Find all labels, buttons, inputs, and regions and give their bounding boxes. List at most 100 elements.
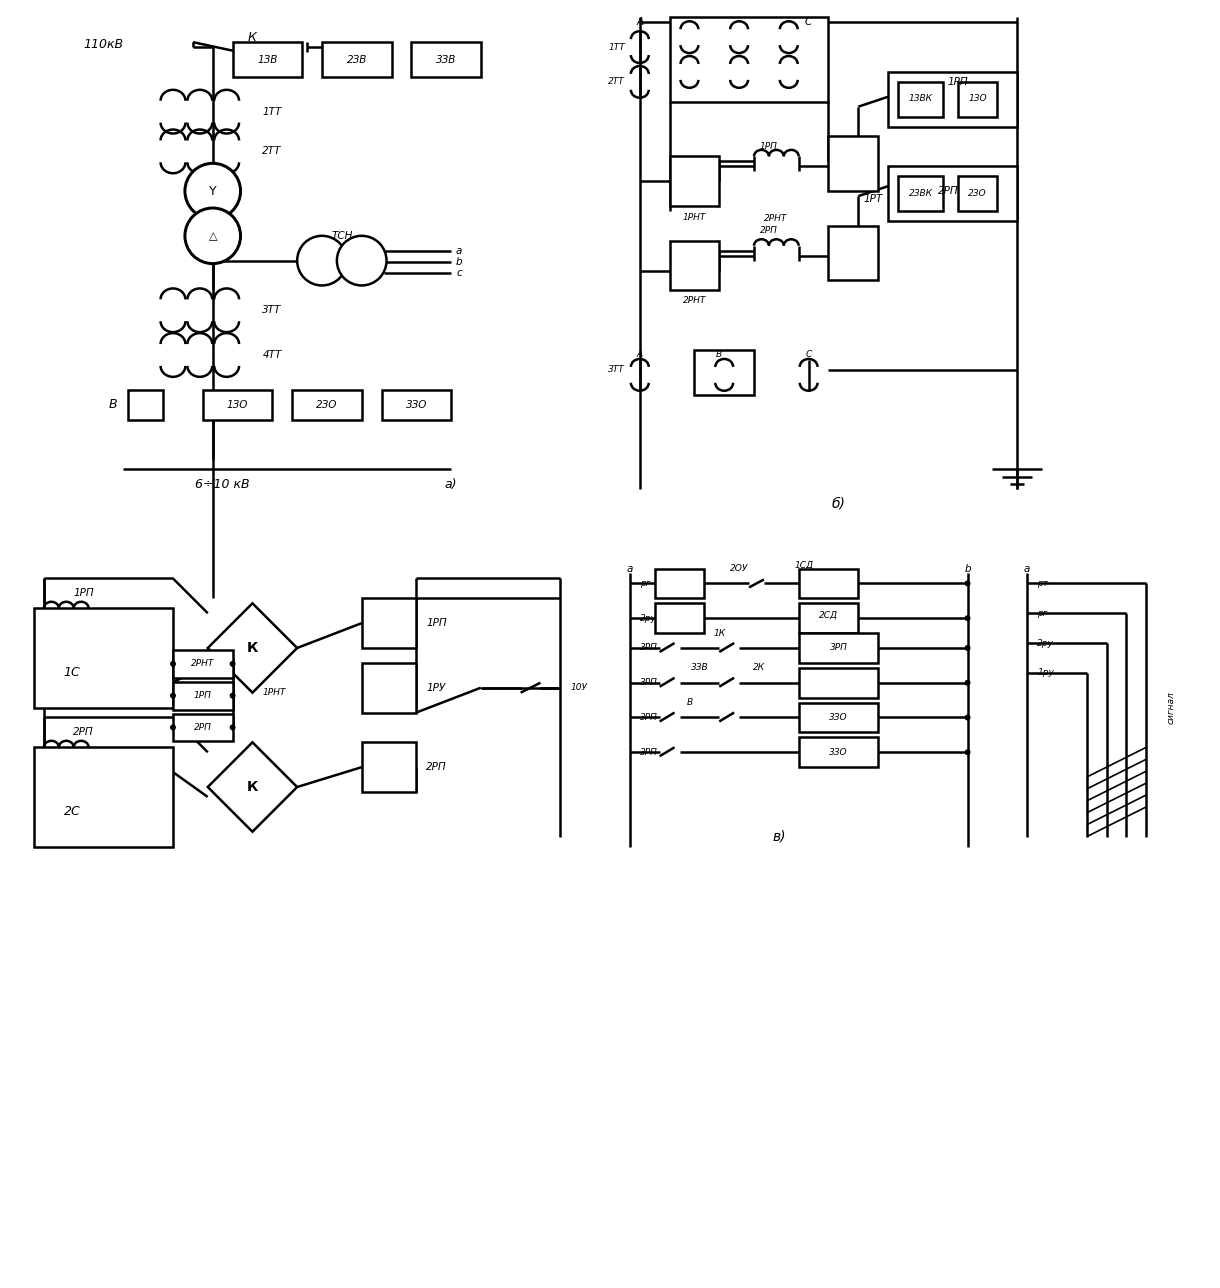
Bar [670, 241, 720, 290]
Text: A: A [637, 350, 643, 359]
Bar [888, 166, 1017, 222]
Text: 2ТТ: 2ТТ [262, 147, 282, 156]
Text: 2ру: 2ру [639, 613, 656, 622]
Text: 3РП: 3РП [830, 644, 848, 653]
Text: а): а) [445, 478, 458, 491]
Text: 2ТТ: 2ТТ [608, 77, 625, 86]
Text: 1ТТ: 1ТТ [262, 107, 282, 117]
Text: 3РП: 3РП [639, 644, 658, 653]
Text: 2ОУ: 2ОУ [730, 564, 748, 573]
Bar [361, 663, 416, 712]
Bar [670, 17, 828, 102]
Text: Y: Y [209, 184, 216, 197]
Text: 3РП: 3РП [639, 714, 658, 723]
Bar [799, 737, 878, 768]
Bar [958, 176, 997, 211]
Bar [361, 599, 416, 648]
Bar [828, 225, 878, 281]
Bar [799, 702, 878, 733]
Bar [292, 390, 361, 420]
Text: 1К: 1К [714, 629, 726, 638]
Text: 10У: 10У [570, 683, 587, 692]
Bar [799, 668, 878, 698]
Circle shape [965, 715, 971, 720]
Text: 1РП: 1РП [948, 77, 969, 86]
Circle shape [185, 164, 240, 219]
Text: 2С: 2С [63, 805, 81, 818]
Text: 2К: 2К [753, 663, 765, 672]
Text: 2РНТ: 2РНТ [764, 214, 787, 223]
Text: в): в) [772, 829, 786, 844]
Circle shape [965, 680, 971, 685]
Circle shape [170, 724, 176, 730]
Bar [34, 608, 173, 707]
Bar [655, 603, 704, 634]
Text: C: C [805, 350, 811, 359]
Text: 2РП: 2РП [194, 723, 212, 732]
Bar [670, 156, 720, 206]
Bar [694, 350, 754, 394]
Text: 1РП: 1РП [426, 618, 447, 629]
Bar [203, 390, 272, 420]
Circle shape [298, 236, 346, 286]
Text: 2ЗВ: 2ЗВ [346, 54, 367, 64]
Text: 2РНТ: 2РНТ [192, 659, 215, 668]
Text: 4ТТ: 4ТТ [262, 350, 282, 359]
Text: 3РП: 3РП [639, 748, 658, 757]
Text: 1С: 1С [63, 666, 81, 679]
Bar [958, 82, 997, 117]
Bar [655, 568, 704, 599]
Text: a: a [627, 564, 633, 573]
Circle shape [965, 616, 971, 621]
Text: 3ЗО: 3ЗО [405, 399, 427, 410]
Text: 1РП: 1РП [73, 589, 94, 599]
Bar [898, 82, 943, 117]
Text: 1РТ: 1РТ [864, 194, 882, 204]
Text: 1ЗО: 1ЗО [227, 399, 248, 410]
Text: 3РП: 3РП [639, 679, 658, 688]
Text: 1РП: 1РП [760, 142, 778, 151]
Text: рг: рг [1037, 609, 1048, 618]
Circle shape [229, 693, 235, 698]
Bar [898, 176, 943, 211]
Text: 6÷10 кВ: 6÷10 кВ [195, 478, 250, 491]
Text: 2РП: 2РП [73, 728, 94, 738]
Bar [382, 390, 451, 420]
Text: 2ЗО: 2ЗО [969, 188, 987, 197]
Text: c: c [456, 268, 462, 277]
Text: a: a [456, 246, 462, 256]
Text: b: b [964, 564, 971, 573]
Bar [173, 681, 233, 710]
Text: б): б) [832, 497, 845, 511]
Text: К: К [246, 781, 259, 793]
Text: 110кВ: 110кВ [84, 37, 123, 50]
Text: К: К [248, 31, 257, 44]
Text: 2РНТ: 2РНТ [683, 296, 706, 305]
Text: 3ЗО: 3ЗО [830, 748, 848, 757]
Text: 1ЗВК: 1ЗВК [909, 94, 933, 103]
Text: 1ТТ: 1ТТ [608, 43, 625, 52]
Text: 2СД: 2СД [819, 611, 838, 620]
Bar [128, 390, 163, 420]
Bar [411, 43, 481, 77]
Text: 2ЗО: 2ЗО [316, 399, 338, 410]
Text: a: a [1024, 564, 1031, 573]
Bar [828, 137, 878, 191]
Text: b: b [456, 256, 462, 267]
Text: ТСН: ТСН [331, 231, 353, 241]
Text: В: В [109, 398, 117, 411]
Circle shape [170, 693, 176, 698]
Circle shape [229, 661, 235, 667]
Text: C: C [805, 17, 813, 27]
Bar [799, 603, 859, 634]
Circle shape [965, 581, 971, 586]
Text: сигнал: сигнал [1166, 692, 1175, 724]
Circle shape [965, 645, 971, 650]
Bar [799, 634, 878, 663]
Text: 1РНТ: 1РНТ [262, 688, 285, 697]
Text: 2ру: 2ру [1037, 639, 1054, 648]
Text: 1СД: 1СД [794, 562, 814, 571]
Circle shape [185, 207, 240, 264]
Text: К: К [246, 641, 259, 656]
Text: 2ЗВК: 2ЗВК [909, 188, 933, 197]
